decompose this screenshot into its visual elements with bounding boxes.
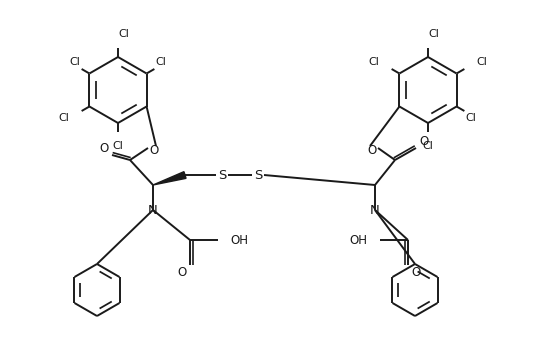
Text: Cl: Cl <box>70 57 81 67</box>
Text: O: O <box>367 144 376 156</box>
Text: Cl: Cl <box>118 29 129 39</box>
Text: Cl: Cl <box>423 141 434 151</box>
Text: S: S <box>218 169 226 181</box>
Text: O: O <box>150 144 159 156</box>
Polygon shape <box>153 172 186 185</box>
Text: O: O <box>419 135 429 147</box>
Text: S: S <box>254 169 262 181</box>
Text: Cl: Cl <box>59 113 70 123</box>
Text: OH: OH <box>230 233 248 246</box>
Text: Cl: Cl <box>156 57 166 67</box>
Text: O: O <box>411 266 421 280</box>
Text: OH: OH <box>349 233 367 246</box>
Text: N: N <box>148 203 158 216</box>
Text: O: O <box>177 266 187 280</box>
Text: Cl: Cl <box>428 29 439 39</box>
Text: Cl: Cl <box>369 57 380 67</box>
Text: O: O <box>100 141 109 155</box>
Text: N: N <box>370 203 380 216</box>
Text: Cl: Cl <box>477 57 487 67</box>
Text: Cl: Cl <box>113 141 123 151</box>
Text: Cl: Cl <box>466 113 477 123</box>
